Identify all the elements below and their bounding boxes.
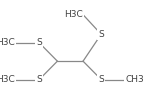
Text: S: S <box>36 75 42 84</box>
Text: S: S <box>98 30 104 39</box>
Text: H3C: H3C <box>64 10 83 19</box>
Text: CH3: CH3 <box>125 75 144 84</box>
Text: H3C: H3C <box>0 38 15 47</box>
Text: H3C: H3C <box>0 75 15 84</box>
Text: S: S <box>98 75 104 84</box>
Text: S: S <box>36 38 42 47</box>
